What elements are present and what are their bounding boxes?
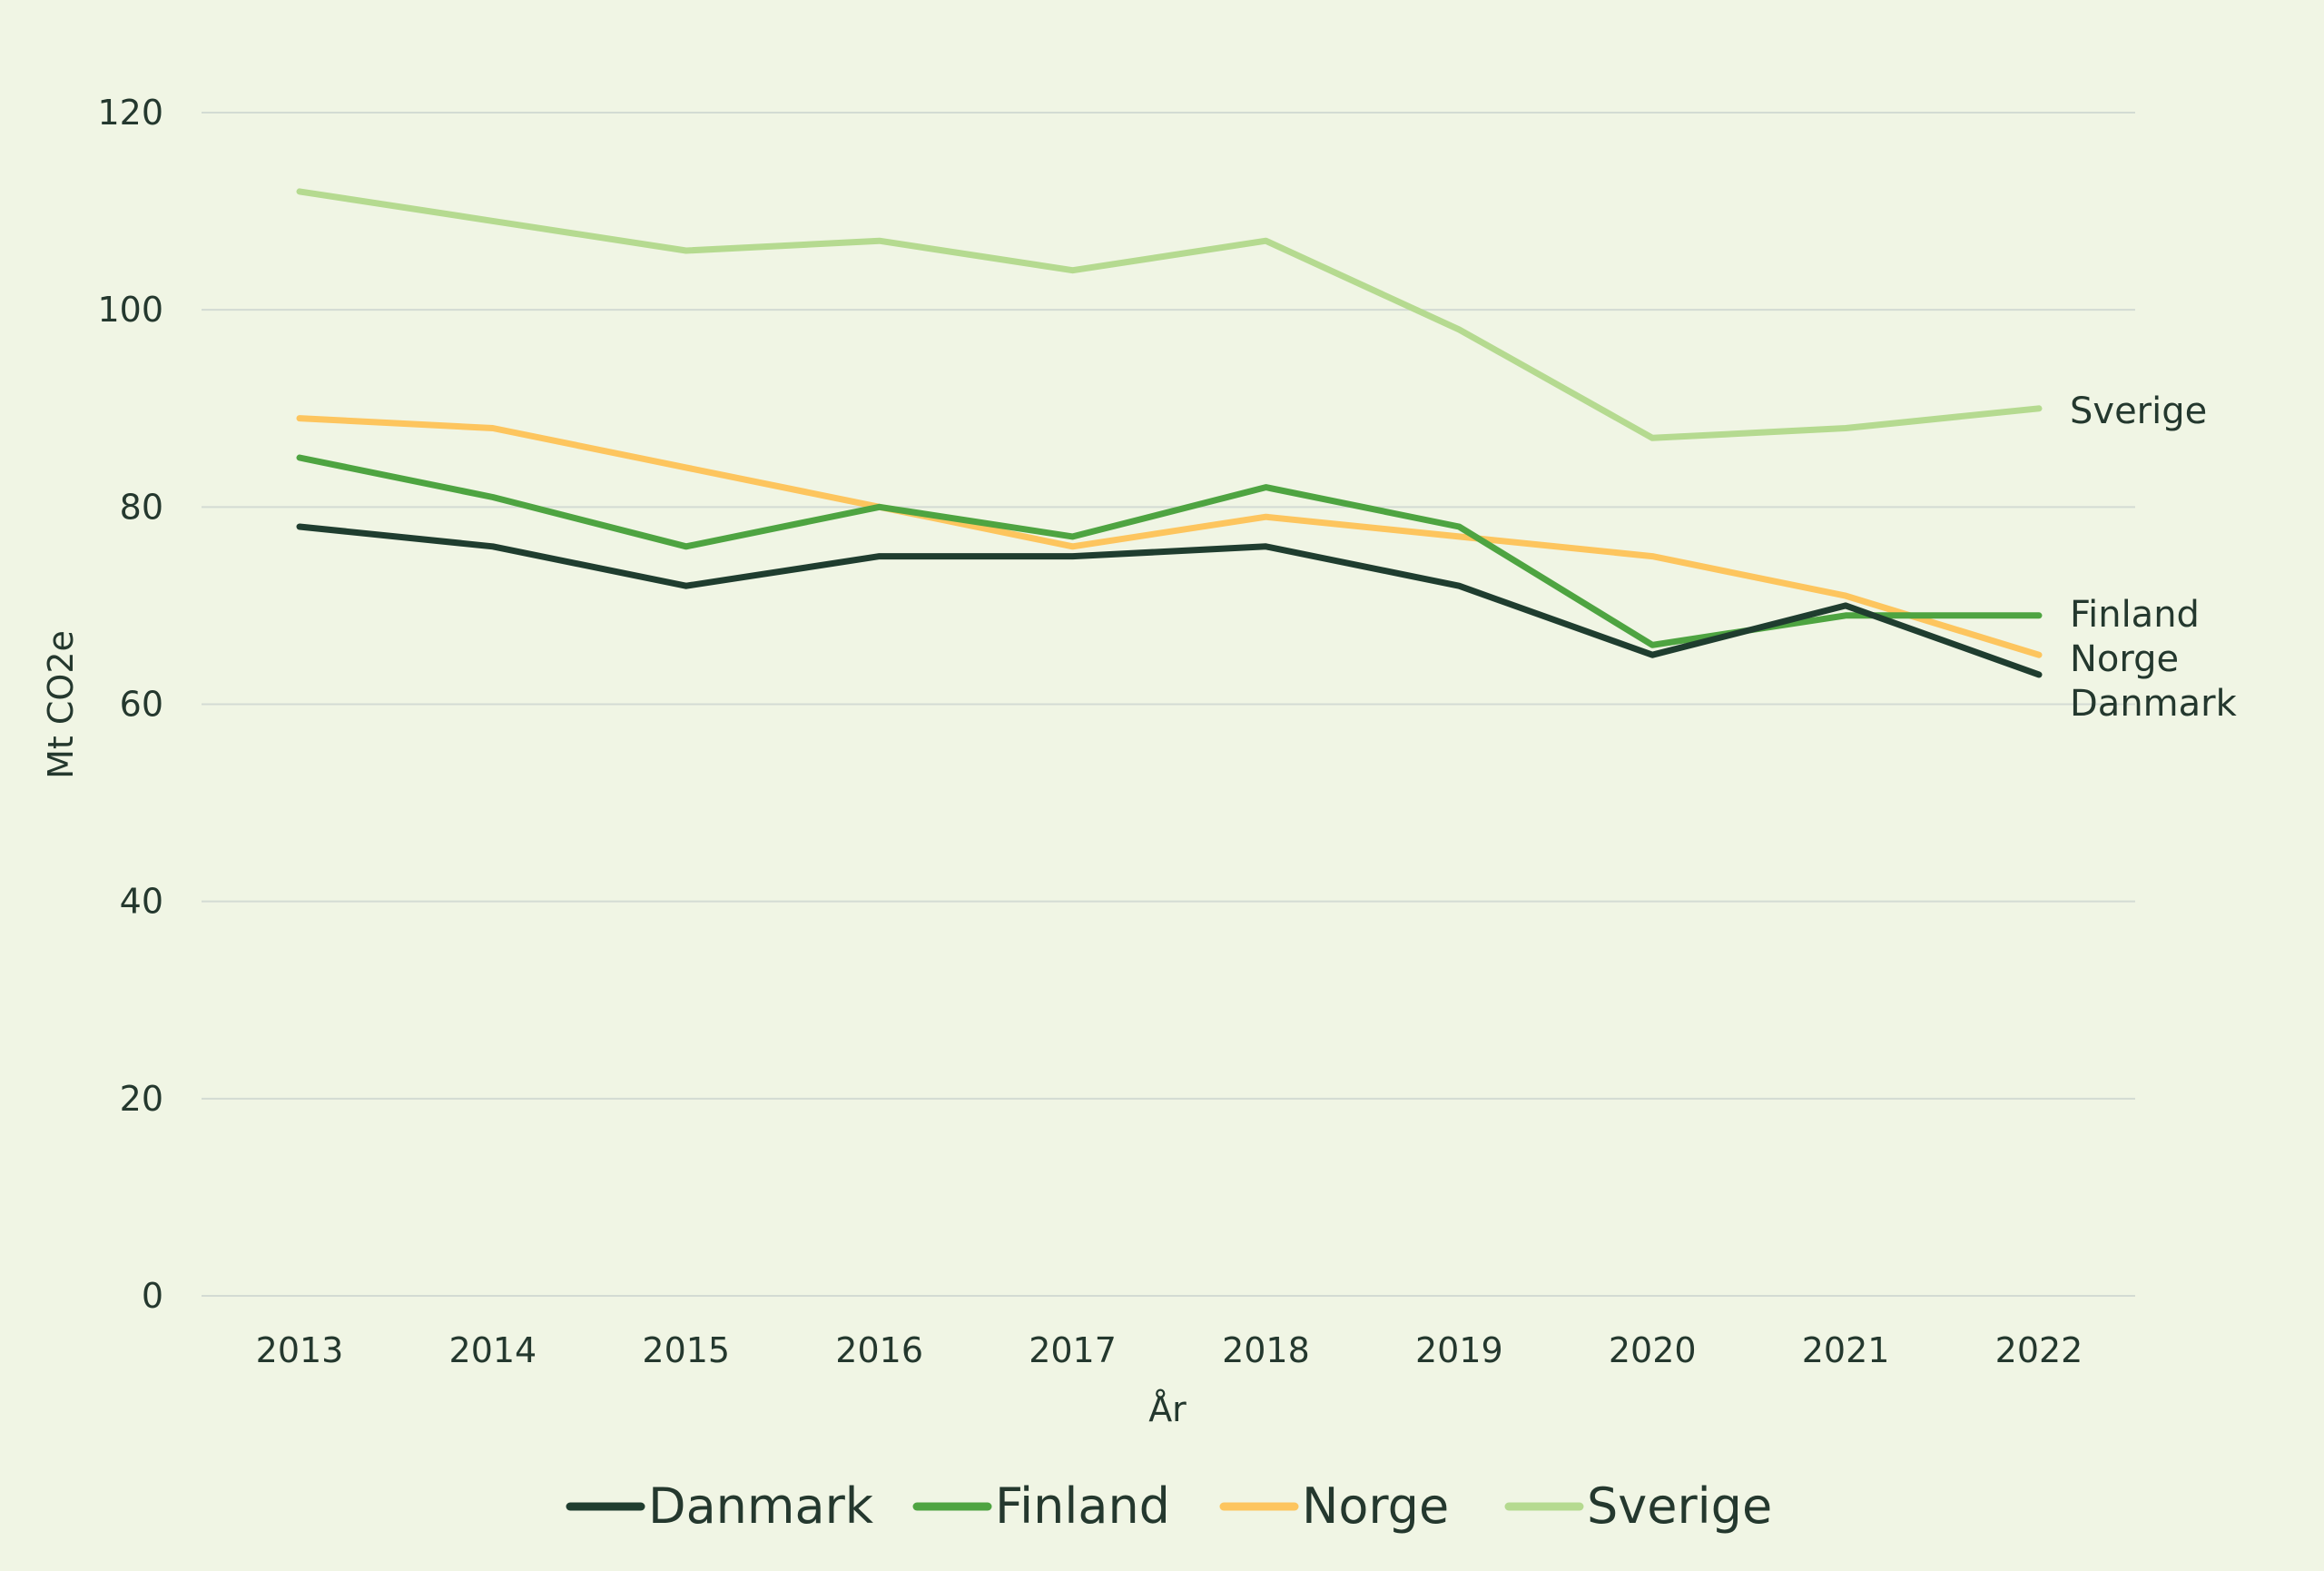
- y-axis-title: Mt CO2e: [41, 630, 81, 779]
- y-tick-label: 80: [120, 487, 163, 527]
- x-axis-ticks: 2013 2014 2015 2016 2017 2018 2019 2020 2021 2022: [256, 1330, 2083, 1370]
- series-line-sverige: [296, 188, 2043, 441]
- x-tick-label: 2021: [1802, 1330, 1890, 1370]
- x-tick-label: 2014: [449, 1330, 537, 1370]
- series-lines: [296, 188, 2043, 678]
- end-label-finland: Finland: [2070, 594, 2200, 636]
- y-tick-label: 0: [142, 1276, 163, 1316]
- y-tick-label: 40: [120, 882, 163, 922]
- y-tick-label: 20: [120, 1079, 163, 1119]
- x-tick-label: 2018: [1222, 1330, 1310, 1370]
- legend: Danmark Finland Norge Sverige: [566, 1477, 1772, 1535]
- x-tick-label: 2013: [256, 1330, 344, 1370]
- x-tick-label: 2022: [1995, 1330, 2083, 1370]
- series-line-norge: [296, 415, 2043, 658]
- series-line-danmark: [296, 523, 2043, 678]
- legend-label-sverige: Sverige: [1587, 1477, 1772, 1535]
- x-tick-label: 2020: [1609, 1330, 1697, 1370]
- legend-label-finland: Finland: [995, 1477, 1170, 1535]
- gridlines: [202, 112, 2135, 1297]
- x-tick-label: 2017: [1029, 1330, 1117, 1370]
- y-tick-label: 60: [120, 685, 163, 725]
- end-label-danmark: Danmark: [2070, 683, 2238, 725]
- end-label-norge: Norge: [2070, 638, 2179, 680]
- y-tick-label: 120: [97, 93, 163, 133]
- legend-label-norge: Norge: [1302, 1477, 1449, 1535]
- y-tick-label: 100: [97, 290, 163, 330]
- legend-label-danmark: Danmark: [648, 1477, 874, 1535]
- y-axis-ticks: 0 20 40 60 80 100 120: [97, 93, 163, 1316]
- end-label-sverige: Sverige: [2070, 390, 2207, 432]
- x-axis-title: År: [1148, 1389, 1187, 1429]
- x-tick-label: 2019: [1415, 1330, 1503, 1370]
- x-tick-label: 2015: [642, 1330, 730, 1370]
- x-tick-label: 2016: [835, 1330, 923, 1370]
